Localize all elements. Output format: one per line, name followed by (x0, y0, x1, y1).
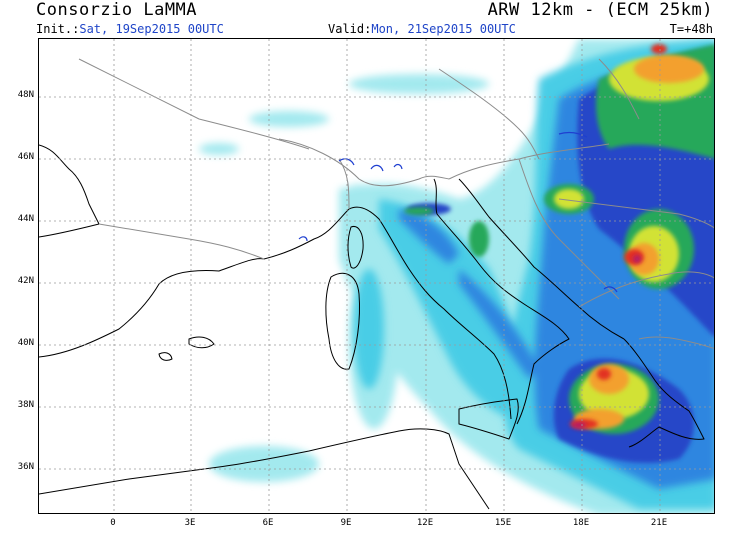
lon-label-21e: 21E (650, 518, 668, 528)
app-title: Consorzio LaMMA (36, 0, 198, 20)
precipitation-map[interactable] (38, 38, 715, 514)
lat-label-44n: 44N (17, 214, 34, 224)
lat-label-38n: 38N (17, 400, 34, 410)
forecast-step: T=+48h (669, 22, 713, 36)
lon-label-3e: 3E (184, 518, 196, 528)
graticule (39, 39, 714, 513)
valid-time: Valid:Mon, 21Sep2015 00UTC (328, 22, 516, 36)
lakes (298, 131, 618, 293)
valid-value: Mon, 21Sep2015 00UTC (371, 22, 516, 36)
lat-label-40n: 40N (17, 338, 34, 348)
lon-label-12e: 12E (416, 518, 434, 528)
lat-label-36n: 36N (17, 462, 34, 472)
lon-label-9e: 9E (340, 518, 352, 528)
model-title: ARW 12km - (ECM 25km) (487, 0, 713, 20)
coastlines (39, 144, 705, 510)
lon-label-0: 0 (110, 518, 116, 528)
map-canvas (39, 39, 714, 513)
valid-label: Valid: (328, 22, 372, 36)
lon-label-15e: 15E (494, 518, 512, 528)
init-label: Init.: (36, 22, 80, 36)
lat-label-48n: 48N (17, 90, 34, 100)
lat-label-42n: 42N (17, 276, 34, 286)
init-time: Init.:Sat, 19Sep2015 00UTC (36, 22, 224, 36)
lon-label-6e: 6E (262, 518, 274, 528)
lat-label-46n: 46N (17, 152, 34, 162)
header: Consorzio LaMMA ARW 12km - (ECM 25km) In… (0, 0, 743, 40)
lon-label-18e: 18E (572, 518, 590, 528)
init-value: Sat, 19Sep2015 00UTC (79, 22, 224, 36)
